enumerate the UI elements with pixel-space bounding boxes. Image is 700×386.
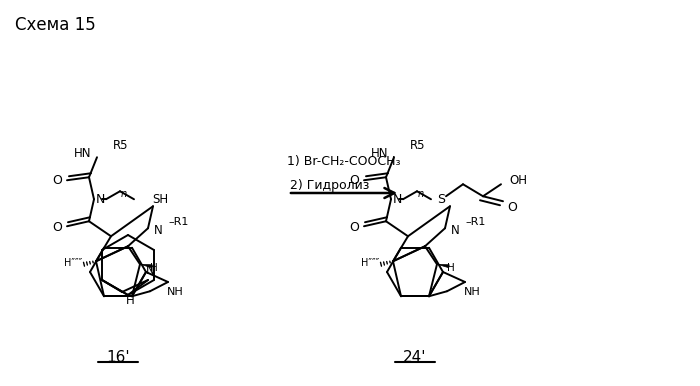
Text: R5: R5 bbox=[113, 139, 129, 152]
Text: H″″″: H″″″ bbox=[64, 258, 82, 268]
Text: R5: R5 bbox=[410, 139, 426, 152]
Text: O: O bbox=[507, 201, 517, 214]
Text: n: n bbox=[418, 189, 424, 199]
Text: NH: NH bbox=[167, 287, 183, 296]
Text: n: n bbox=[121, 189, 127, 199]
Text: N: N bbox=[96, 193, 106, 206]
Text: HN: HN bbox=[74, 147, 91, 160]
Text: S: S bbox=[437, 193, 445, 206]
Text: H: H bbox=[447, 263, 455, 273]
Text: 2) Гидролиз: 2) Гидролиз bbox=[290, 178, 370, 191]
Text: O: O bbox=[349, 221, 359, 234]
Text: H: H bbox=[125, 293, 134, 306]
Text: HN: HN bbox=[370, 147, 388, 160]
Text: 16': 16' bbox=[106, 350, 130, 366]
Text: OH: OH bbox=[509, 174, 527, 187]
Text: SH: SH bbox=[152, 193, 168, 206]
Text: Схема 15: Схема 15 bbox=[15, 16, 96, 34]
Text: –R1: –R1 bbox=[168, 217, 188, 227]
Text: O: O bbox=[349, 174, 359, 187]
Text: N: N bbox=[146, 264, 155, 276]
Text: H″″″: H″″″ bbox=[360, 258, 379, 268]
Polygon shape bbox=[140, 264, 152, 268]
Polygon shape bbox=[437, 264, 449, 268]
Text: O: O bbox=[52, 221, 62, 234]
Text: –R1: –R1 bbox=[465, 217, 485, 227]
Text: 24': 24' bbox=[403, 350, 427, 366]
Text: NH: NH bbox=[464, 287, 481, 296]
Text: O: O bbox=[52, 174, 62, 187]
Text: H: H bbox=[150, 263, 158, 273]
Text: N: N bbox=[393, 193, 402, 206]
Text: N: N bbox=[451, 224, 460, 237]
Text: N: N bbox=[154, 224, 162, 237]
Text: 1) Br-CH₂-COOCH₃: 1) Br-CH₂-COOCH₃ bbox=[287, 156, 400, 169]
